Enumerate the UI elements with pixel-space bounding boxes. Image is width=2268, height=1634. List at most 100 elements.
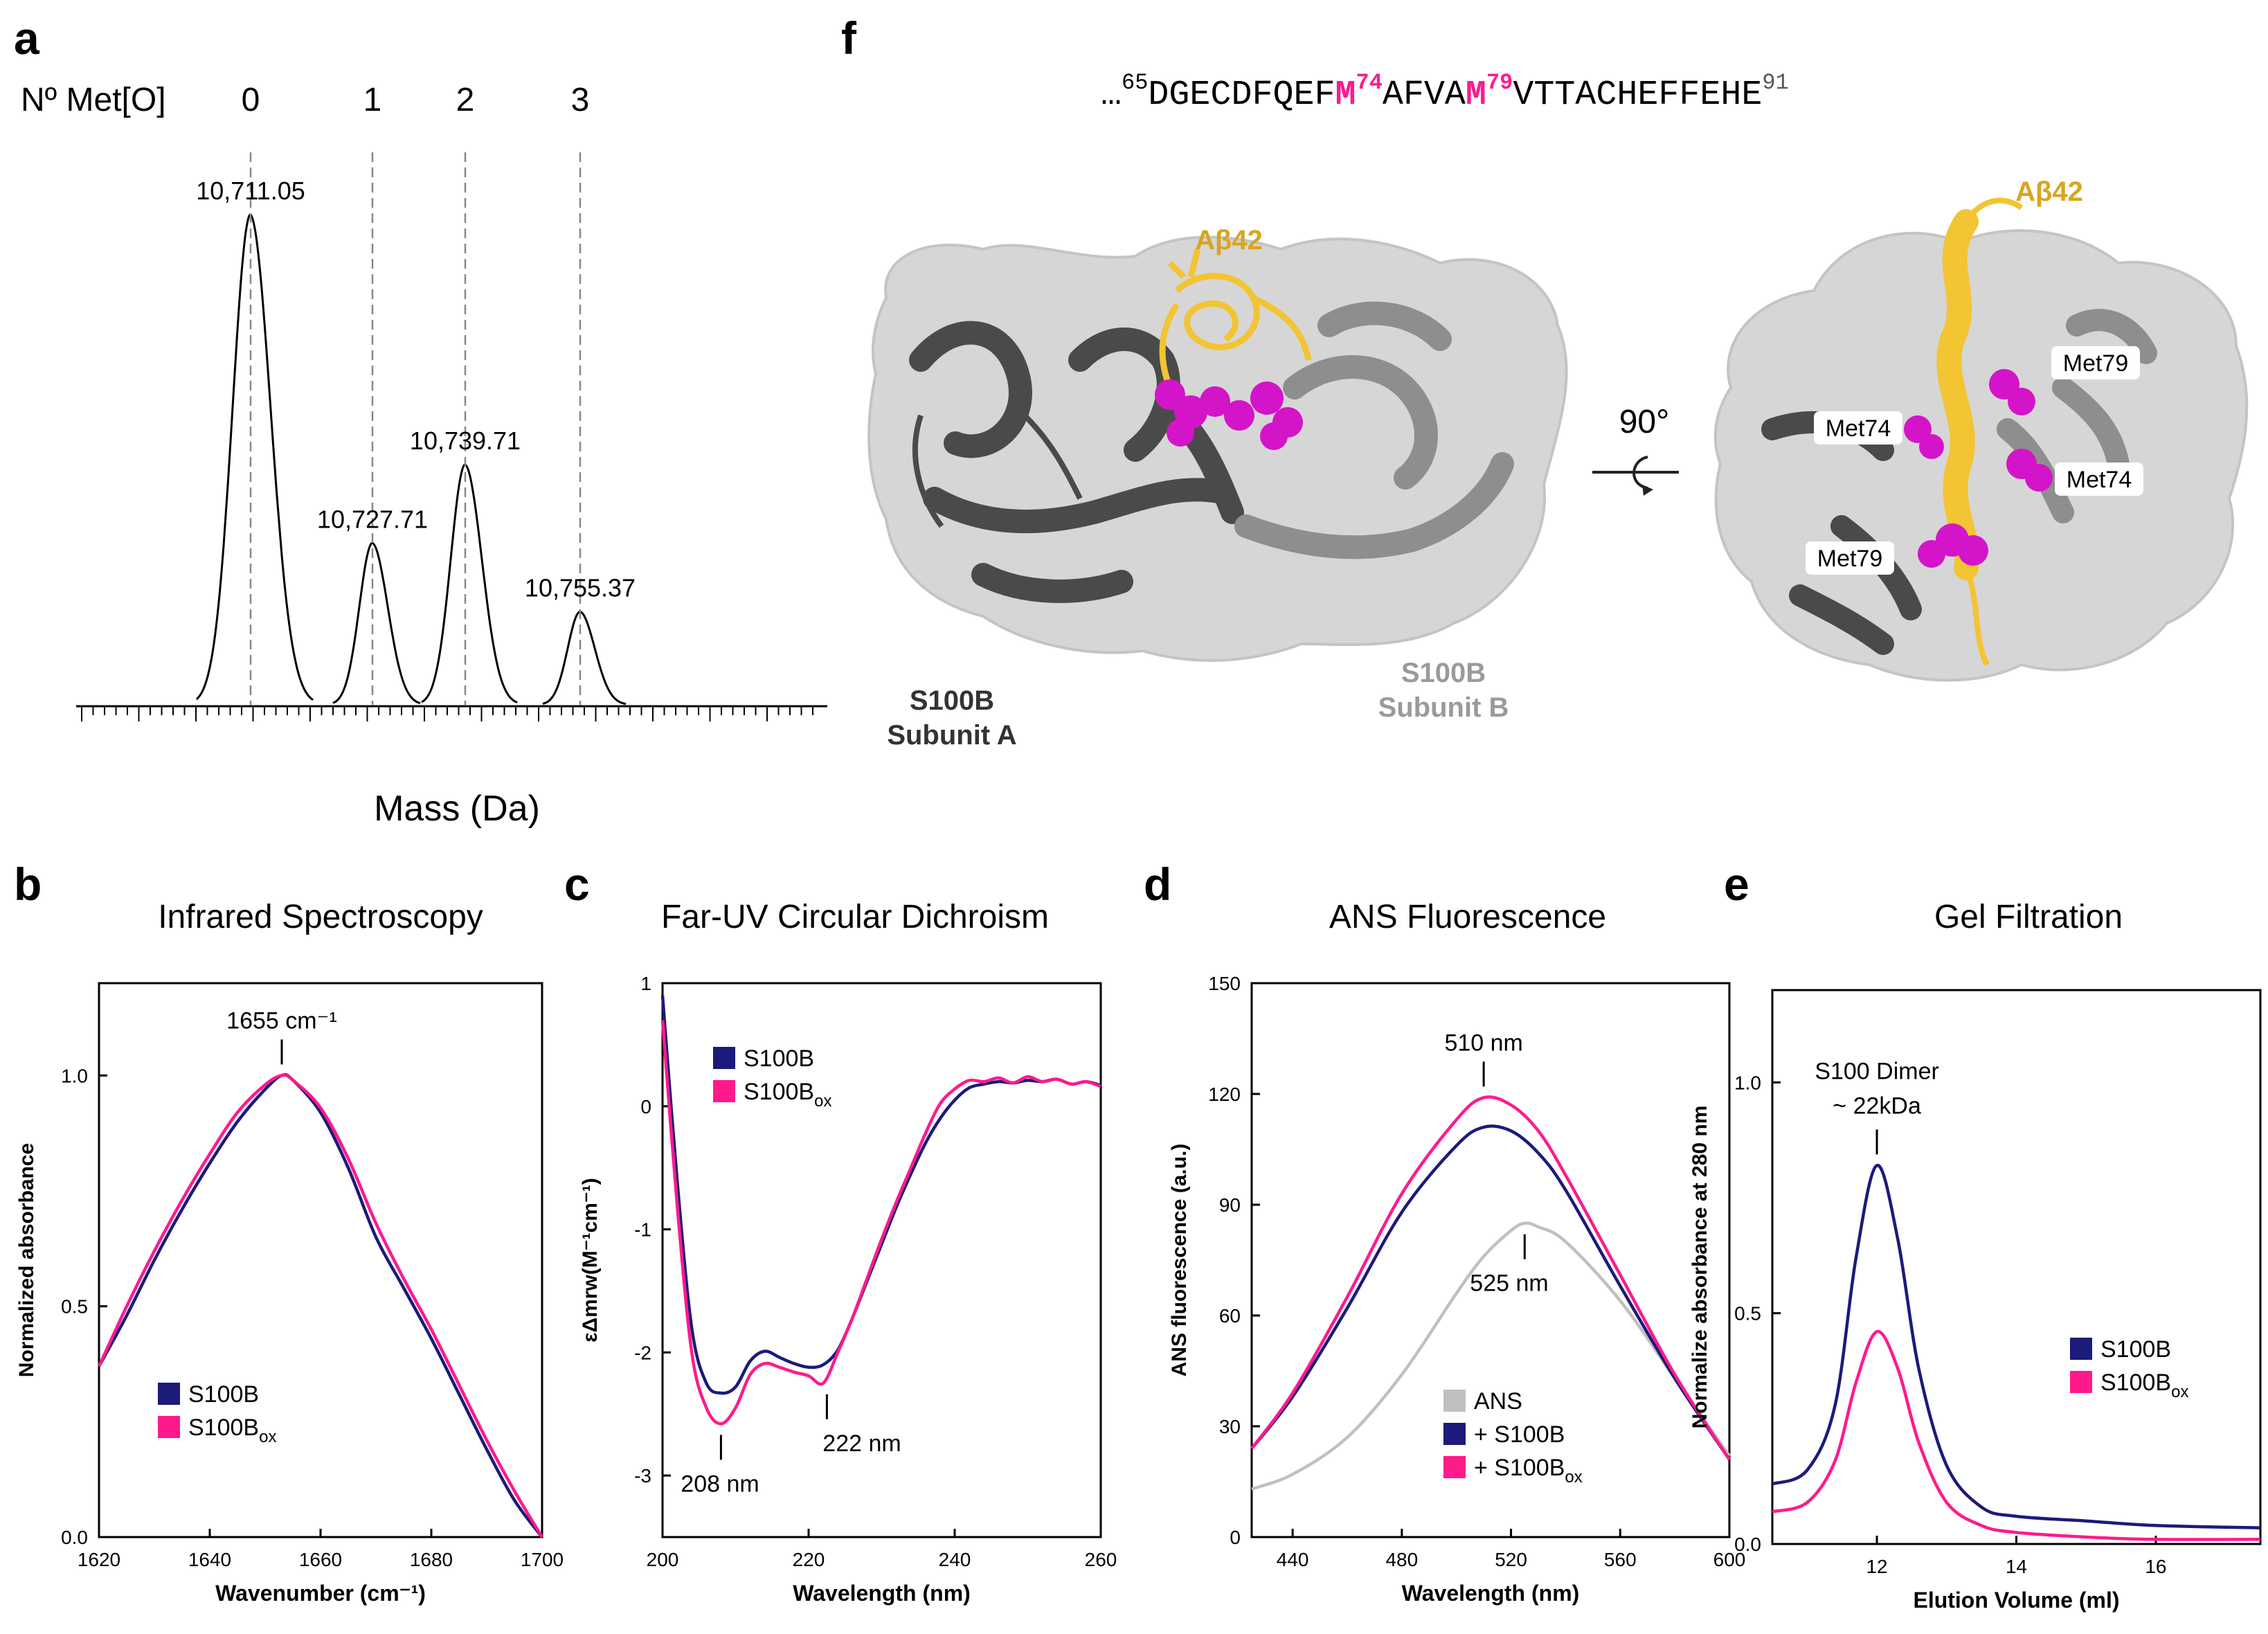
annotation-label-e: S100 Dimer	[1815, 1058, 1939, 1084]
y-tick-label-d: 120	[1208, 1084, 1241, 1105]
series-line-d-s100box	[1250, 1095, 1731, 1461]
title-panel-c: Far-UV Circular Dichroism	[661, 899, 1049, 935]
y-tick-label-c: 1	[640, 973, 651, 994]
annotation-label-d: 525 nm	[1470, 1271, 1548, 1297]
svg-text:Met79: Met79	[1817, 546, 1883, 572]
peak-mass-label-0: 10,711.05	[196, 177, 305, 205]
abeta42-label-side: Aβ42	[2015, 177, 2083, 207]
y-tick-label-e: 0.5	[1734, 1303, 1761, 1325]
rotation-label: 90°	[1619, 404, 1670, 440]
met-o-count-1: 1	[363, 82, 382, 118]
sequence-line: …65DGECDFQEFM74AFVAM79VTTACHEFFEHE91	[1101, 70, 1789, 115]
plot-frame-d	[1250, 982, 1731, 1538]
subunit-a-loops	[912, 413, 1083, 528]
structure-side-view: Aβ42 Met79 Met74 Met74 Met79	[1713, 177, 2249, 682]
x-tick-label-b: 1660	[299, 1549, 342, 1570]
seq-met79: M	[1466, 75, 1486, 115]
y-tick-label-d: 30	[1219, 1416, 1241, 1437]
plot-frame-b	[98, 982, 543, 1538]
legend-swatch-d	[1443, 1423, 1466, 1445]
svg-text:Met74: Met74	[2067, 467, 2132, 493]
y-tick-label-c: -1	[634, 1219, 651, 1241]
legend-swatch-e	[2070, 1371, 2092, 1393]
y-axis-label-e: Normalize absorbance at 280 nm	[1689, 1106, 1711, 1429]
panel-letter-a: a	[14, 12, 40, 64]
met-o-count-3: 3	[571, 82, 590, 118]
seq-seg2: AFVA	[1383, 75, 1466, 115]
x-tick-label-b: 1640	[188, 1549, 231, 1570]
y-tick-label-d: 150	[1208, 973, 1241, 994]
series-line-b-s100box	[97, 1073, 543, 1538]
annotation-label-e: ~ 22kDa	[1833, 1093, 1921, 1119]
legend-label-e: S100Box	[2100, 1370, 2188, 1401]
y-tick-label-b: 1.0	[61, 1065, 88, 1086]
y-tick-label-c: -3	[634, 1465, 651, 1487]
x-tick-label-e: 14	[2006, 1556, 2027, 1577]
legend-swatch-c	[713, 1080, 735, 1102]
svg-text:Met79: Met79	[2063, 350, 2129, 377]
seq-lead: …	[1101, 75, 1122, 115]
spectrum-peak-3	[542, 610, 627, 706]
y-tick-label-d: 90	[1219, 1194, 1241, 1216]
seq-seg1: DGECDFQEF	[1148, 75, 1335, 115]
spectrum-peak-2	[421, 463, 518, 703]
x-tick-label-c: 240	[939, 1549, 971, 1570]
title-panel-b: Infrared Spectroscopy	[158, 899, 483, 935]
y-tick-label-c: 0	[640, 1096, 651, 1117]
legend-label-d: ANS	[1474, 1388, 1522, 1415]
met-residues-side	[1904, 369, 2053, 568]
met79-label-lower: Met79	[1806, 541, 1894, 575]
series-line-e-s100b	[1772, 1164, 2261, 1529]
legend-swatch-b	[158, 1383, 180, 1405]
mass-axis-ticks	[81, 706, 813, 721]
chart-e-gel-filtration: 12 14 16 0.0 0.5 1.0 Elution Volume (ml) Normal…	[1689, 989, 2262, 1613]
subunit-b-label-line1: S100B	[1401, 658, 1486, 688]
panel-letter-b: b	[14, 859, 42, 910]
x-axis-label-e: Elution Volume (ml)	[1913, 1588, 2119, 1613]
y-tick-label-e: 1.0	[1734, 1072, 1761, 1093]
x-axis-label-d: Wavelength (nm)	[1402, 1581, 1580, 1606]
x-axis-label-b: Wavenumber (cm⁻¹)	[215, 1581, 426, 1606]
met-o-count-0: 0	[242, 82, 260, 118]
legend-swatch-c	[713, 1047, 735, 1069]
series-line-d-ans	[1251, 1221, 1731, 1491]
x-tick-label-d: 600	[1713, 1549, 1746, 1570]
panel-letter-e: e	[1724, 859, 1749, 910]
chart-c-circular-dichroism: 200 220 240 260 -3 -2 -1 0 1 Wavelength (nm) εΔmrw…	[579, 973, 1117, 1606]
series-line-c-s100box	[660, 1020, 1101, 1426]
y-tick-label-b: 0.0	[61, 1527, 88, 1548]
mass-spectrum-peaks: 0 10,711.05 1 10,727.71 2 10,739.71 3 10,755.37	[195, 82, 636, 706]
y-tick-label-d: 60	[1219, 1305, 1241, 1327]
series-line-d-s100b	[1250, 1124, 1731, 1461]
legend-label-c: S100Box	[744, 1079, 831, 1111]
x-tick-label-c: 200	[647, 1549, 679, 1570]
mass-axis-label: Mass (Da)	[374, 789, 540, 829]
x-tick-label-d: 560	[1604, 1549, 1637, 1570]
x-tick-label-b: 1620	[78, 1549, 120, 1570]
seq-start-num: 65	[1122, 70, 1148, 96]
legend-label-b: S100Box	[188, 1415, 276, 1446]
x-tick-label-b: 1700	[521, 1549, 564, 1570]
legend-label-d: + S100Box	[1474, 1455, 1583, 1487]
peak-mass-label-3: 10,755.37	[525, 573, 636, 602]
x-tick-label-d: 440	[1277, 1549, 1309, 1570]
met74-label-right: Met74	[2055, 463, 2143, 496]
spectrum-peak-1	[332, 541, 421, 705]
molecular-surface-side	[1713, 229, 2249, 682]
chart-d-ans-fluorescence: 440 480 520 560 600 0 30 60 90 120 150 Wavelength (…	[1168, 973, 1745, 1606]
x-tick-label-c: 260	[1085, 1549, 1117, 1570]
y-tick-label-e: 0.0	[1734, 1534, 1761, 1555]
y-axis-label-c: εΔmrw(M⁻¹cm⁻¹)	[579, 1178, 602, 1342]
annotation-label-c: 208 nm	[681, 1471, 759, 1497]
x-tick-label-d: 520	[1495, 1549, 1527, 1570]
structure-front-view: Aβ42 S100B Subunit A S100B Subunit B	[867, 225, 1568, 751]
peak-mass-label-2: 10,739.71	[410, 427, 521, 455]
series-line-b-s100b	[98, 1072, 543, 1538]
legend-swatch-d	[1443, 1390, 1466, 1412]
abeta42-label-front: Aβ42	[1195, 225, 1263, 255]
annotation-label-d: 510 nm	[1444, 1030, 1522, 1056]
x-tick-label-b: 1680	[410, 1549, 453, 1570]
subunit-b-ribbon	[1234, 301, 1514, 559]
series-line-e-s100box	[1772, 1330, 2261, 1541]
